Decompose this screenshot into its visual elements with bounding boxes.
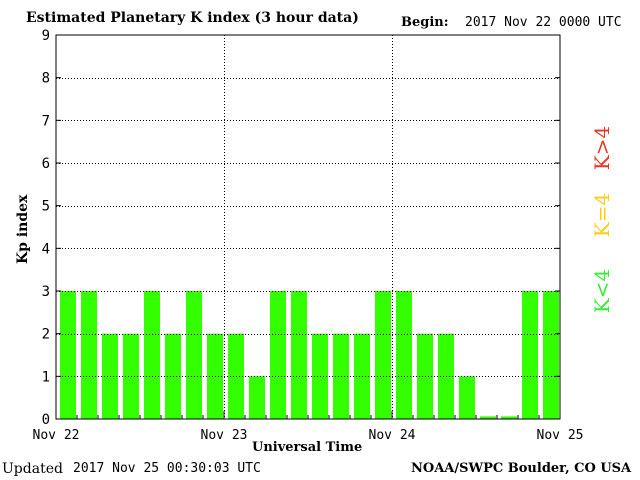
- updated-value: 2017 Nov 25 00:30:03 UTC: [73, 461, 261, 476]
- source-credit: NOAA/SWPC Boulder, CO USA: [411, 461, 632, 476]
- x-tick-label: Nov 23: [201, 428, 248, 443]
- begin-label: Begin:: [401, 15, 449, 30]
- bar-4: [144, 291, 160, 419]
- chart-title: Estimated Planetary K index (3 hour data…: [26, 10, 359, 26]
- bar-15: [375, 291, 391, 419]
- updated-label: Updated: [2, 461, 63, 477]
- y-tick-label: 2: [42, 327, 50, 343]
- y-axis-ticks: 0 1 2 3 4 5 6 7 8 9: [42, 28, 560, 428]
- x-tick-label: Nov 22: [33, 428, 80, 443]
- bar-22: [522, 291, 538, 419]
- bar-0: [60, 291, 76, 419]
- begin-value: 2017 Nov 22 0000 UTC: [465, 15, 622, 30]
- y-tick-label: 8: [42, 71, 50, 87]
- x-tick-label: Nov 24: [369, 428, 416, 443]
- legend-item-2: K>4: [590, 125, 615, 171]
- y-tick-label: 7: [42, 113, 50, 129]
- bar-10: [270, 291, 286, 419]
- y-tick-label: 9: [42, 28, 50, 44]
- bar-21: [501, 416, 517, 419]
- bar-1: [81, 291, 97, 419]
- bar-11: [291, 291, 307, 419]
- x-axis-ticks: Nov 22 Nov 23 Nov 24 Nov 25: [33, 411, 584, 443]
- x-axis-label: Universal Time: [252, 440, 363, 455]
- grid-lines: [56, 35, 560, 419]
- x-tick-label: Nov 25: [537, 428, 584, 443]
- legend-item-0: K<4: [590, 268, 615, 314]
- bar-19: [459, 376, 475, 419]
- legend-item-1: K=4: [590, 192, 615, 238]
- bar-6: [186, 291, 202, 419]
- y-tick-label: 3: [42, 284, 50, 300]
- bar-16: [396, 291, 412, 419]
- bars-group: [60, 291, 559, 419]
- bar-9: [249, 376, 265, 419]
- bar-20: [480, 416, 496, 419]
- bar-23: [543, 291, 559, 419]
- y-axis-label: Kp index: [15, 194, 31, 264]
- y-tick-label: 6: [42, 156, 50, 172]
- y-tick-label: 1: [42, 369, 50, 385]
- y-tick-label: 4: [42, 241, 50, 257]
- y-tick-label: 5: [42, 199, 50, 215]
- y-tick-label: 0: [42, 412, 50, 428]
